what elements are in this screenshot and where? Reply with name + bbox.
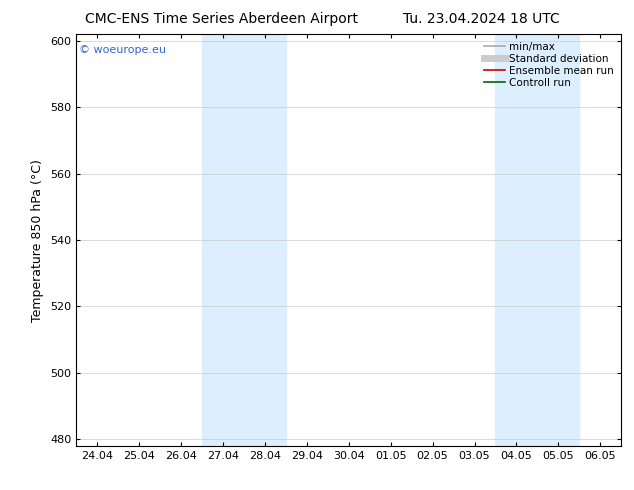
Y-axis label: Temperature 850 hPa (°C): Temperature 850 hPa (°C) bbox=[32, 159, 44, 321]
Legend: min/max, Standard deviation, Ensemble mean run, Controll run: min/max, Standard deviation, Ensemble me… bbox=[482, 40, 616, 90]
Bar bbox=[202, 34, 286, 446]
Text: © woeurope.eu: © woeurope.eu bbox=[79, 45, 166, 54]
Text: CMC-ENS Time Series Aberdeen Airport: CMC-ENS Time Series Aberdeen Airport bbox=[86, 12, 358, 26]
Text: Tu. 23.04.2024 18 UTC: Tu. 23.04.2024 18 UTC bbox=[403, 12, 560, 26]
Bar bbox=[496, 34, 579, 446]
